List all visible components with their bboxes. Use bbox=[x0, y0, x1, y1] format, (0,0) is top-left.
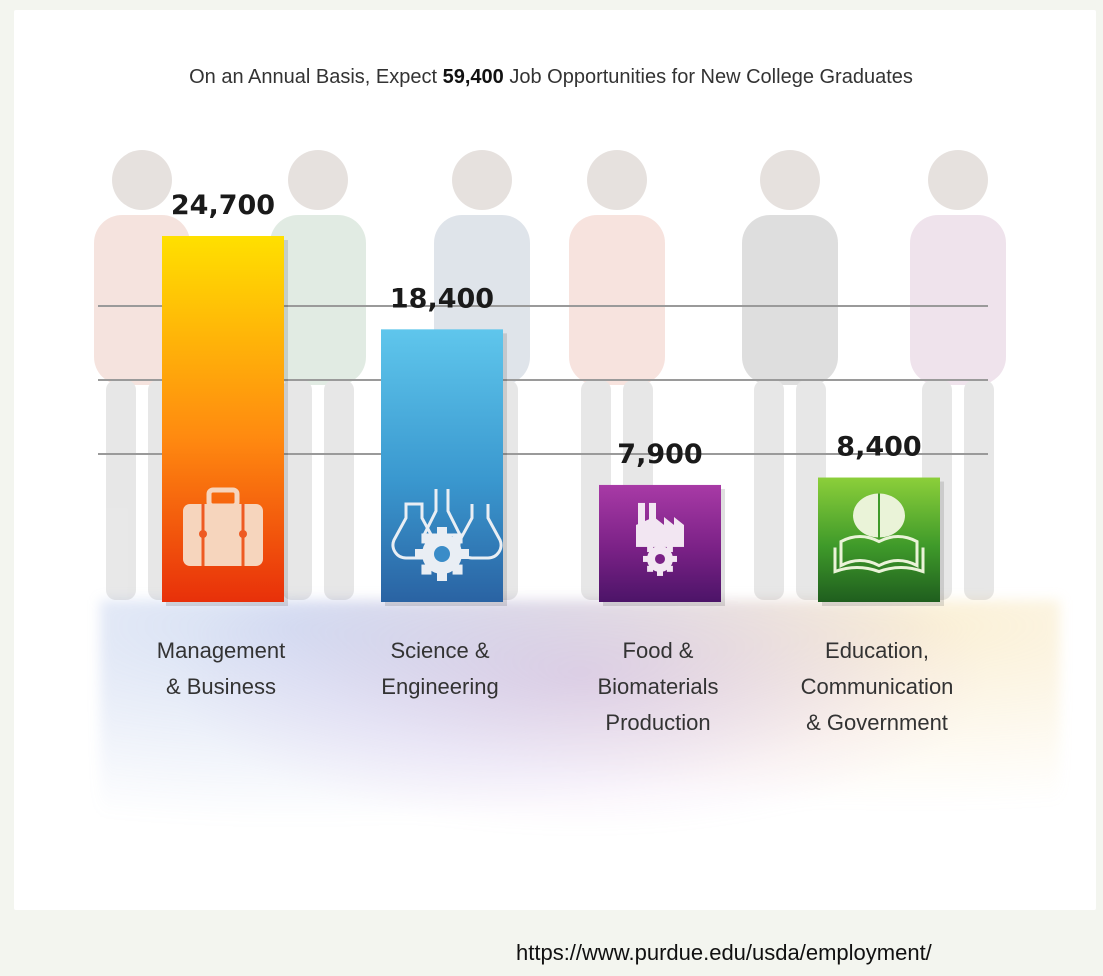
factory-gear-icon bbox=[636, 502, 684, 576]
title-text-start: On an Annual Basis, Expect bbox=[189, 66, 443, 88]
background-glow bbox=[100, 600, 1060, 860]
category-label: Management & Business bbox=[157, 638, 285, 699]
chart-title: On an Annual Basis, Expect 59,400 Job Op… bbox=[189, 66, 913, 88]
brain-book-icon bbox=[833, 493, 925, 574]
briefcase-icon bbox=[183, 487, 263, 566]
value-label: 24,700 bbox=[171, 190, 275, 221]
bar-group bbox=[381, 329, 507, 606]
title-text-end: Job Opportunities for New College Gradua… bbox=[504, 66, 913, 88]
category-label: Science & Engineering bbox=[381, 638, 498, 699]
bar-group bbox=[599, 484, 725, 606]
source-url: https://www.purdue.edu/usda/employment/ bbox=[516, 940, 932, 965]
person-silhouette bbox=[270, 150, 366, 600]
value-label: 7,900 bbox=[617, 439, 702, 470]
title-total-value: 59,400 bbox=[443, 66, 504, 88]
category-label: Food & Biomaterials Production bbox=[597, 638, 718, 735]
value-label: 18,400 bbox=[390, 283, 494, 314]
category-label: Education, Communication & Government bbox=[801, 638, 954, 735]
bar-group bbox=[162, 236, 288, 606]
value-label: 8,400 bbox=[836, 432, 921, 463]
bar-chart: On an Annual Basis, Expect 59,400 Job Op… bbox=[94, 66, 1006, 735]
lab-flasks-gear-icon bbox=[391, 489, 503, 581]
bar-group bbox=[818, 477, 944, 606]
